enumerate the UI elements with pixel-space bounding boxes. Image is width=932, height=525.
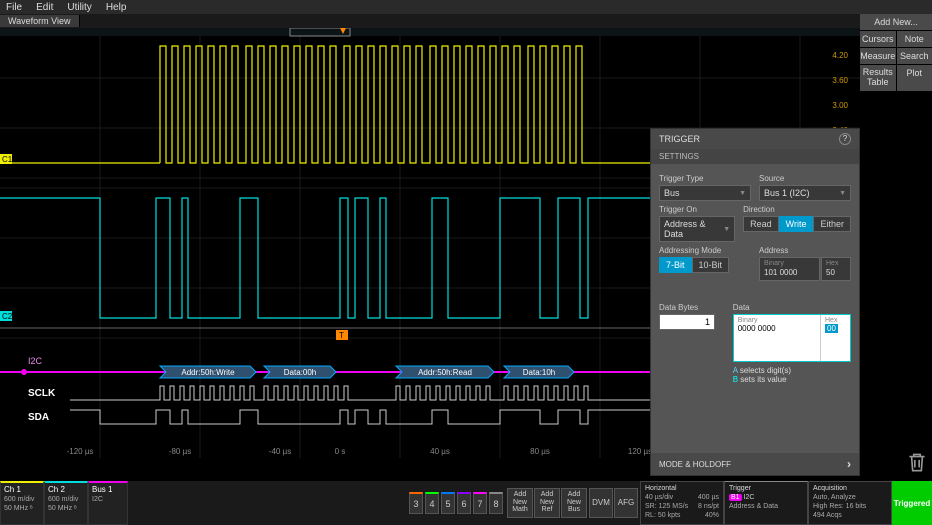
databytes-input[interactable] (659, 314, 715, 330)
address-binary[interactable]: Binary101 0000 (759, 257, 820, 281)
svg-text:3.00: 3.00 (832, 101, 848, 110)
svg-text:Data:10h: Data:10h (523, 368, 555, 377)
bus-label: I2C (28, 356, 43, 366)
acquisition-block[interactable]: Acquisition Auto, Analyze High Res: 16 b… (808, 481, 892, 525)
note-button[interactable]: Note (897, 31, 932, 47)
trigger-block[interactable]: Trigger B1 I2C Address & Data (724, 481, 808, 525)
address-label: Address (759, 246, 851, 255)
svg-text:80 µs: 80 µs (530, 447, 550, 456)
addrmode-10bit[interactable]: 10-Bit (692, 257, 730, 273)
right-toolbar: Add New... Cursors Note Measure Search R… (860, 14, 932, 91)
add-ref[interactable]: Add New Ref (534, 488, 560, 518)
xaxis-ticks: -120 µs -80 µs -40 µs 0 s 40 µs 80 µs 12… (67, 447, 653, 456)
add-new-button[interactable]: Add New... (860, 14, 932, 30)
trigger-on-select[interactable]: Address & Data▼ (659, 216, 735, 242)
trigger-type-label: Trigger Type (659, 174, 751, 183)
ch2-badge[interactable]: Ch 2 600 m/div 50 MHz ᴮ (44, 481, 88, 525)
sda-label: SDA (28, 412, 49, 423)
address-hex[interactable]: Hex50 (821, 257, 851, 281)
horizontal-block[interactable]: Horizontal 40 µs/div400 µs SR: 125 MS/s8… (640, 481, 724, 525)
svg-text:Addr:50h:Write: Addr:50h:Write (181, 368, 235, 377)
svg-text:Addr:50h:Read: Addr:50h:Read (418, 368, 472, 377)
dir-write[interactable]: Write (779, 216, 814, 232)
trigger-panel: TRIGGER ? SETTINGS Trigger Type Bus▼ Sou… (650, 128, 860, 476)
bottom-bar: Ch 1 600 m/div 50 MHz ᴮ Ch 2 600 m/div 5… (0, 481, 932, 525)
menu-file[interactable]: File (6, 2, 22, 13)
svg-text:T: T (339, 331, 344, 340)
trigger-title: TRIGGER (659, 134, 700, 144)
addrmode-7bit[interactable]: 7-Bit (659, 257, 692, 273)
menu-edit[interactable]: Edit (36, 2, 53, 13)
menu-bar: File Edit Utility Help (0, 0, 932, 14)
chevron-down-icon: ▼ (723, 226, 730, 233)
svg-text:C2: C2 (2, 312, 13, 321)
chevron-down-icon: ▼ (839, 190, 846, 197)
add-ch7[interactable]: 7 (473, 492, 487, 514)
svg-text:3.60: 3.60 (832, 76, 848, 85)
databytes-label: Data Bytes (659, 303, 725, 312)
trigger-type-select[interactable]: Bus▼ (659, 185, 751, 201)
svg-text:Data:00h: Data:00h (284, 368, 316, 377)
addrmode-label: Addressing Mode (659, 246, 751, 255)
data-label: Data (733, 303, 851, 312)
direction-label: Direction (743, 205, 851, 214)
data-legend: A selects digit(s) B sets its value (733, 366, 851, 384)
svg-text:-40 µs: -40 µs (269, 447, 291, 456)
dir-either[interactable]: Either (813, 216, 851, 232)
settings-header: SETTINGS (651, 149, 859, 164)
chevron-down-icon: ▼ (739, 190, 746, 197)
ch2-marker[interactable]: C2 (0, 311, 13, 321)
svg-text:120 µs: 120 µs (628, 447, 652, 456)
add-ch6[interactable]: 6 (457, 492, 471, 514)
data-box[interactable]: Binary0000 0000 Hex00 (733, 314, 851, 362)
help-icon[interactable]: ? (839, 133, 851, 145)
add-ch8[interactable]: 8 (489, 492, 503, 514)
menu-utility[interactable]: Utility (67, 2, 91, 13)
add-ch4[interactable]: 4 (425, 492, 439, 514)
measure-button[interactable]: Measure (860, 48, 896, 64)
svg-text:-120 µs: -120 µs (67, 447, 94, 456)
triggered-button[interactable]: Triggered (892, 481, 932, 525)
menu-help[interactable]: Help (106, 2, 127, 13)
svg-text:0 s: 0 s (335, 447, 346, 456)
add-math[interactable]: Add New Math (507, 488, 533, 518)
trash-icon[interactable] (904, 449, 930, 475)
search-button[interactable]: Search (897, 48, 932, 64)
svg-text:4.20: 4.20 (832, 51, 848, 60)
ch1-badge[interactable]: Ch 1 600 m/div 50 MHz ᴮ (0, 481, 44, 525)
dir-read[interactable]: Read (743, 216, 779, 232)
svg-text:40 µs: 40 µs (430, 447, 450, 456)
bus1-badge[interactable]: Bus 1 I2C (88, 481, 128, 525)
dvm-button[interactable]: DVM (589, 488, 613, 518)
sclk-label: SCLK (28, 388, 56, 399)
source-select[interactable]: Bus 1 (I2C)▼ (759, 185, 851, 201)
trigger-t-marker[interactable]: T (336, 330, 348, 340)
afg-button[interactable]: AFG (614, 488, 638, 518)
trigger-on-label: Trigger On (659, 205, 735, 214)
tab-row: Waveform View (0, 14, 932, 28)
svg-text:C1: C1 (2, 155, 13, 164)
ch1-marker[interactable]: C1 (0, 154, 13, 164)
tab-waveform-view[interactable]: Waveform View (0, 15, 80, 27)
add-ch3[interactable]: 3 (409, 492, 423, 514)
mode-holdoff[interactable]: MODE & HOLDOFF› (651, 453, 859, 475)
source-label: Source (759, 174, 851, 183)
channel-add-buttons: 3 4 5 6 7 8 (409, 481, 503, 525)
plot-button[interactable]: Plot (897, 65, 932, 91)
add-bus[interactable]: Add New Bus (561, 488, 587, 518)
cursors-button[interactable]: Cursors (860, 31, 896, 47)
svg-text:-80 µs: -80 µs (169, 447, 191, 456)
add-ch5[interactable]: 5 (441, 492, 455, 514)
results-table-button[interactable]: Results Table (860, 65, 896, 91)
chevron-right-icon: › (847, 457, 851, 471)
